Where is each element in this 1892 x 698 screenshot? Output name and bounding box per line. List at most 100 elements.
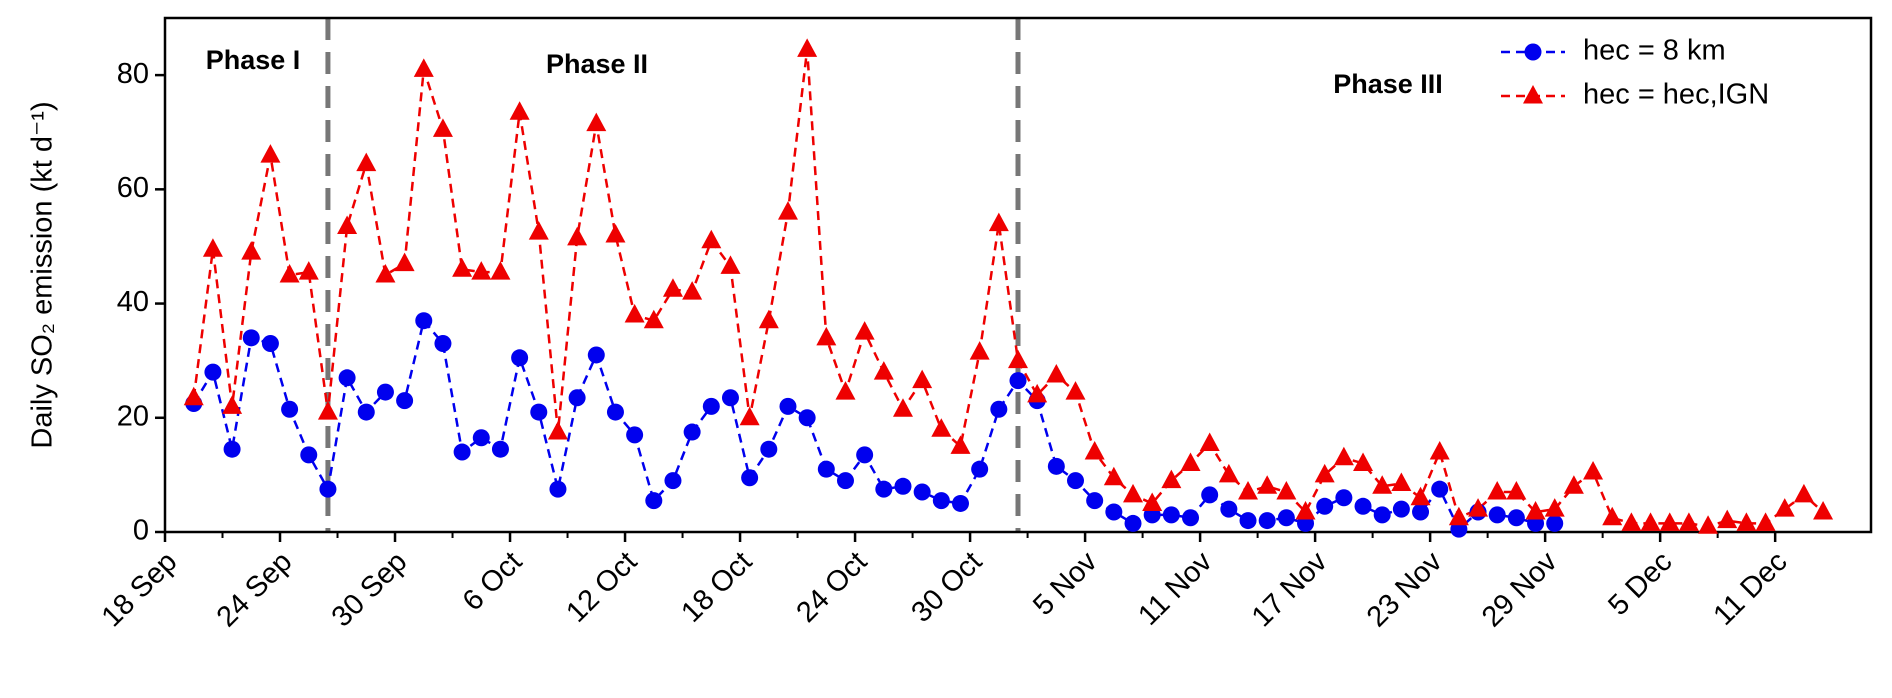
point (605, 224, 626, 243)
point (337, 215, 358, 234)
point (950, 435, 971, 454)
point (338, 369, 356, 387)
point (1698, 515, 1719, 534)
point (415, 312, 433, 330)
y-tick-label: 20 (117, 400, 149, 432)
point (1640, 512, 1661, 531)
point (1525, 501, 1546, 520)
point (1429, 441, 1450, 460)
point (1316, 497, 1334, 515)
point (1506, 481, 1527, 500)
point (1008, 349, 1028, 369)
point (797, 38, 818, 57)
point (1276, 481, 1297, 500)
point (817, 460, 835, 478)
point (971, 460, 989, 478)
point (223, 440, 241, 458)
point (1563, 475, 1584, 494)
point (1123, 483, 1144, 503)
point (1487, 481, 1508, 500)
point (626, 426, 644, 444)
x-tick-label: 17 Nov (1246, 545, 1334, 633)
point (453, 443, 471, 461)
point (1755, 512, 1776, 531)
point (779, 397, 797, 415)
point (547, 421, 568, 440)
point (261, 335, 279, 353)
point (816, 326, 837, 346)
point (567, 226, 588, 246)
point (1142, 492, 1163, 511)
point (1314, 463, 1335, 483)
point (606, 403, 624, 421)
point (892, 398, 913, 417)
point (1238, 481, 1259, 500)
point (1793, 483, 1814, 503)
point (1391, 472, 1412, 491)
point (1086, 492, 1104, 510)
y-tick-label: 80 (117, 58, 149, 90)
point (1678, 512, 1699, 531)
plot-frame (163, 16, 1873, 534)
point (1372, 475, 1393, 494)
point (875, 480, 893, 498)
point (1813, 501, 1834, 520)
point (413, 58, 434, 77)
point (1239, 512, 1257, 530)
phase-label: Phase I (206, 45, 301, 75)
point (1124, 514, 1142, 532)
x-tick-label: 24 Oct (790, 546, 873, 629)
point (1027, 383, 1048, 403)
point (873, 361, 894, 380)
legend-label: hec = hec,IGN (1583, 79, 1769, 111)
point (432, 118, 453, 137)
point (1258, 512, 1276, 530)
point (242, 329, 260, 347)
x-tick-label: 12 Oct (560, 546, 643, 629)
point (1182, 509, 1200, 527)
point (798, 409, 816, 427)
point (1583, 461, 1604, 480)
point (1161, 469, 1182, 489)
point (720, 255, 741, 274)
x-tick-label: 30 Sep (326, 546, 414, 634)
point (1065, 381, 1086, 400)
point (202, 238, 223, 257)
point (1335, 489, 1353, 507)
point (894, 477, 912, 495)
legend-marker (1523, 85, 1543, 104)
x-tick-label: 5 Dec (1602, 546, 1678, 622)
x-tick-label: 23 Nov (1361, 545, 1449, 633)
point (281, 400, 299, 418)
point (1067, 472, 1085, 490)
point (394, 252, 415, 272)
point (951, 494, 969, 512)
point (300, 446, 318, 464)
point (1295, 501, 1316, 520)
point (241, 241, 262, 260)
point (988, 212, 1009, 232)
point (1333, 446, 1354, 466)
point (1047, 457, 1065, 475)
point (587, 346, 605, 364)
point (317, 401, 338, 420)
point (741, 469, 759, 487)
point (356, 152, 377, 172)
point (1103, 466, 1124, 486)
point (1277, 509, 1295, 527)
point (721, 389, 739, 407)
point (491, 440, 509, 458)
point (279, 264, 300, 283)
point (357, 403, 375, 421)
point (1736, 512, 1757, 531)
point (222, 395, 243, 414)
point (645, 492, 663, 510)
point (452, 258, 473, 277)
x-tick-label: 29 Nov (1476, 545, 1564, 633)
point (1105, 503, 1123, 521)
point (1602, 506, 1623, 526)
point (1621, 512, 1642, 531)
point (1448, 506, 1469, 526)
point (472, 429, 490, 447)
point (1354, 497, 1372, 515)
